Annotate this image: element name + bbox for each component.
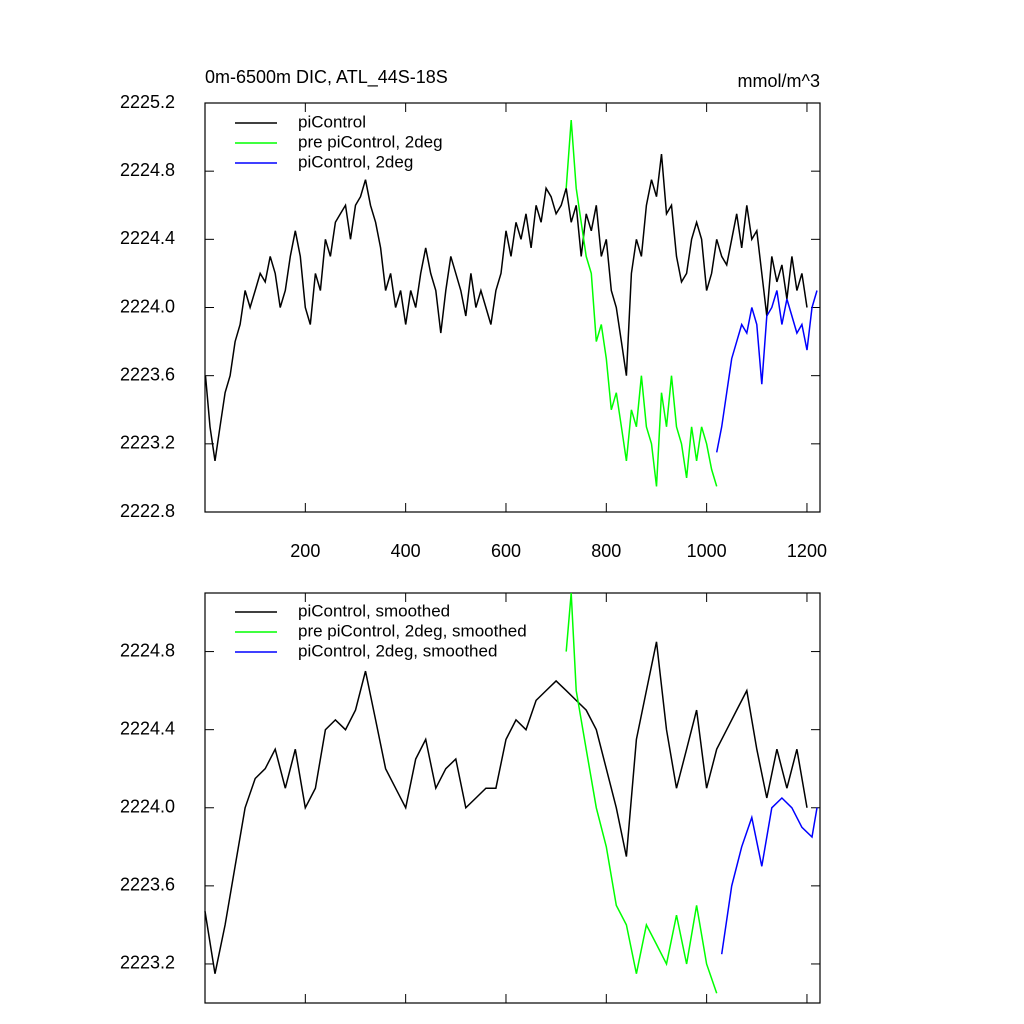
y-tick-label: 2223.2 [120,433,175,453]
y-tick-label: 2225.2 [120,92,175,112]
legend-label: piControl, 2deg, smoothed [298,641,497,660]
x-tick-label: 800 [591,541,621,561]
chart-title: 0m-6500m DIC, ATL_44S-18S [205,67,448,88]
series-line [204,154,808,462]
plot-frame [204,592,821,1004]
y-tick-label: 2224.8 [120,640,175,660]
series-line [565,592,718,994]
legend-label: piControl, smoothed [298,601,450,620]
y-tick-label: 2224.4 [120,718,175,738]
y-tick-label: 2223.2 [120,953,175,973]
x-tick-label: 1200 [787,541,827,561]
series-line [720,796,818,955]
y-tick-label: 2222.8 [120,501,175,521]
y-tick-label: 2224.4 [120,228,175,248]
x-tick-label: 1000 [687,541,727,561]
series-line [204,641,808,974]
x-tick-label: 200 [290,541,320,561]
legend-label: piControl [298,112,366,131]
series-line [565,119,718,487]
legend-label: piControl, 2deg [298,152,413,171]
y-tick-label: 2223.6 [120,364,175,384]
legend-label: pre piControl, 2deg [298,132,443,151]
y-tick-label: 2224.8 [120,160,175,180]
y-tick-label: 2224.0 [120,797,175,817]
legend-label: pre piControl, 2deg, smoothed [298,621,527,640]
series-line [715,290,818,453]
y-tick-label: 2223.6 [120,875,175,895]
x-tick-label: 400 [391,541,421,561]
units-label: mmol/m^3 [738,71,820,91]
x-tick-label: 600 [491,541,521,561]
y-tick-label: 2224.0 [120,296,175,316]
